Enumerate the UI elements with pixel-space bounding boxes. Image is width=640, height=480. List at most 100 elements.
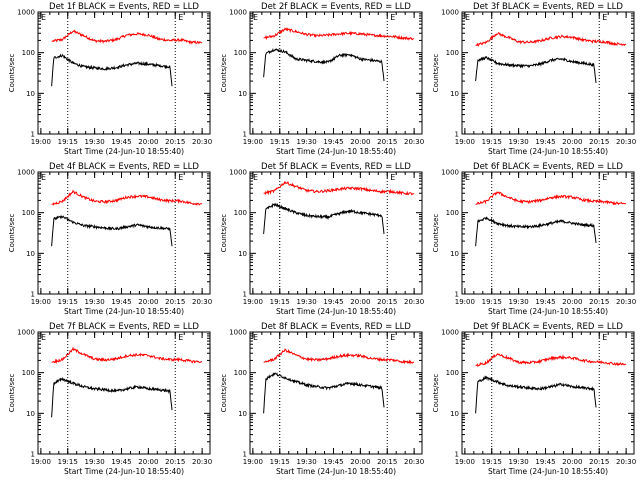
y-axis-label: Counts/sec (220, 214, 228, 253)
y-tick-label: 10 (238, 410, 247, 418)
x-tick-label: 20:15 (377, 298, 397, 306)
x-tick-label: 19:00 (243, 138, 263, 146)
x-tick-label: 20:15 (589, 138, 609, 146)
x-tick-label: 20:00 (138, 138, 158, 146)
flag-label: E (41, 13, 46, 22)
x-tick-label: 19:30 (85, 298, 105, 306)
x-tick-label: 19:00 (31, 138, 51, 146)
x-tick-label: 19:45 (111, 298, 131, 306)
flag-label: E (178, 13, 183, 22)
y-tick-label: 10 (26, 250, 35, 258)
flag-label: E (41, 173, 46, 182)
y-axis-label: Counts/sec (432, 54, 440, 93)
plot-frame (249, 171, 423, 295)
x-tick-label: 19:00 (243, 458, 263, 466)
plot-frame (37, 11, 211, 135)
x-tick-label: 20:15 (377, 138, 397, 146)
y-tick-label: 10 (26, 90, 35, 98)
x-tick-label: 19:45 (111, 138, 131, 146)
y-tick-label: 100 (446, 369, 459, 377)
y-tick-label: 1 (243, 291, 247, 299)
x-tick-label: 20:30 (404, 458, 424, 466)
y-tick-label: 10 (450, 90, 459, 98)
plot-frame (37, 171, 211, 295)
lld-series-line (263, 180, 415, 196)
y-axis-label: Counts/sec (8, 214, 16, 253)
y-tick-label: 1000 (229, 169, 247, 177)
y-tick-label: 1 (243, 451, 247, 459)
lld-series-line (51, 189, 203, 206)
flag-label: E (178, 333, 183, 342)
flag-label: E (253, 333, 258, 342)
y-tick-label: 10 (26, 410, 35, 418)
y-tick-label: 100 (446, 49, 459, 57)
y-tick-label: 1000 (17, 9, 35, 17)
x-tick-label: 19:15 (270, 138, 290, 146)
lld-series-line (475, 31, 627, 47)
y-tick-label: 1000 (17, 169, 35, 177)
panel-3: Det 3f BLACK = Events, RED = LLD Counts/s… (432, 2, 636, 156)
x-tick-label: 20:15 (165, 298, 185, 306)
panel-title: Det 6f BLACK = Events, RED = LLD (473, 162, 623, 172)
x-tick-label: 19:30 (509, 458, 529, 466)
panel-title: Det 7f BLACK = Events, RED = LLD (49, 322, 199, 332)
flag-label: E (390, 13, 395, 22)
panel-title: Det 4f BLACK = Events, RED = LLD (49, 162, 199, 172)
x-tick-label: 19:45 (535, 138, 555, 146)
x-tick-label: 20:00 (562, 138, 582, 146)
x-tick-label: 20:15 (165, 458, 185, 466)
events-series-line (51, 376, 173, 418)
x-tick-label: 20:15 (165, 138, 185, 146)
x-axis-label: Start Time (24-Jun-10 18:55:40) (64, 307, 184, 316)
x-tick-label: 19:30 (297, 458, 317, 466)
plot-frame (461, 11, 635, 135)
x-tick-label: 19:00 (31, 298, 51, 306)
panel-title: Det 9f BLACK = Events, RED = LLD (473, 322, 623, 332)
panel-title: Det 3f BLACK = Events, RED = LLD (473, 2, 623, 12)
panel-title: Det 1f BLACK = Events, RED = LLD (49, 2, 199, 12)
y-tick-label: 100 (234, 369, 247, 377)
y-tick-label: 100 (22, 369, 35, 377)
x-tick-label: 20:00 (350, 138, 370, 146)
x-tick-label: 19:45 (323, 458, 343, 466)
events-series-line (263, 202, 385, 234)
panel-2: Det 2f BLACK = Events, RED = LLD Counts/s… (220, 2, 424, 156)
x-axis-label: Start Time (24-Jun-10 18:55:40) (276, 147, 396, 156)
y-axis-label: Counts/sec (8, 374, 16, 413)
x-tick-label: 19:30 (85, 138, 105, 146)
flag-label: E (253, 173, 258, 182)
x-tick-label: 19:30 (509, 298, 529, 306)
x-tick-label: 19:45 (535, 298, 555, 306)
y-tick-label: 100 (234, 49, 247, 57)
x-tick-label: 20:30 (616, 138, 636, 146)
events-series-line (263, 47, 385, 82)
y-axis-label: Counts/sec (220, 374, 228, 413)
y-axis-label: Counts/sec (432, 214, 440, 253)
events-series-line (475, 375, 597, 414)
flag-label: E (41, 333, 46, 342)
plot-frame (461, 331, 635, 455)
panel-5: Det 5f BLACK = Events, RED = LLD Counts/s… (220, 162, 424, 316)
x-tick-label: 19:00 (243, 298, 263, 306)
plot-frame (249, 331, 423, 455)
x-axis-label: Start Time (24-Jun-10 18:55:40) (488, 307, 608, 316)
y-tick-label: 10 (450, 250, 459, 258)
y-tick-label: 1000 (229, 9, 247, 17)
y-tick-label: 1 (243, 131, 247, 139)
flag-label: E (465, 13, 470, 22)
y-tick-label: 1000 (229, 329, 247, 337)
lld-series-line (263, 348, 415, 365)
y-axis-label: Counts/sec (220, 54, 228, 93)
x-tick-label: 19:15 (482, 138, 502, 146)
panel-9: Det 9f BLACK = Events, RED = LLD Counts/s… (432, 322, 636, 476)
y-tick-label: 10 (450, 410, 459, 418)
plot-frame (461, 171, 635, 295)
x-tick-label: 19:15 (58, 138, 78, 146)
flag-label: E (178, 173, 183, 182)
panel-7: Det 7f BLACK = Events, RED = LLD Counts/s… (8, 322, 212, 476)
y-tick-label: 1 (31, 291, 35, 299)
plot-frame (249, 11, 423, 135)
lld-series-line (263, 27, 415, 41)
